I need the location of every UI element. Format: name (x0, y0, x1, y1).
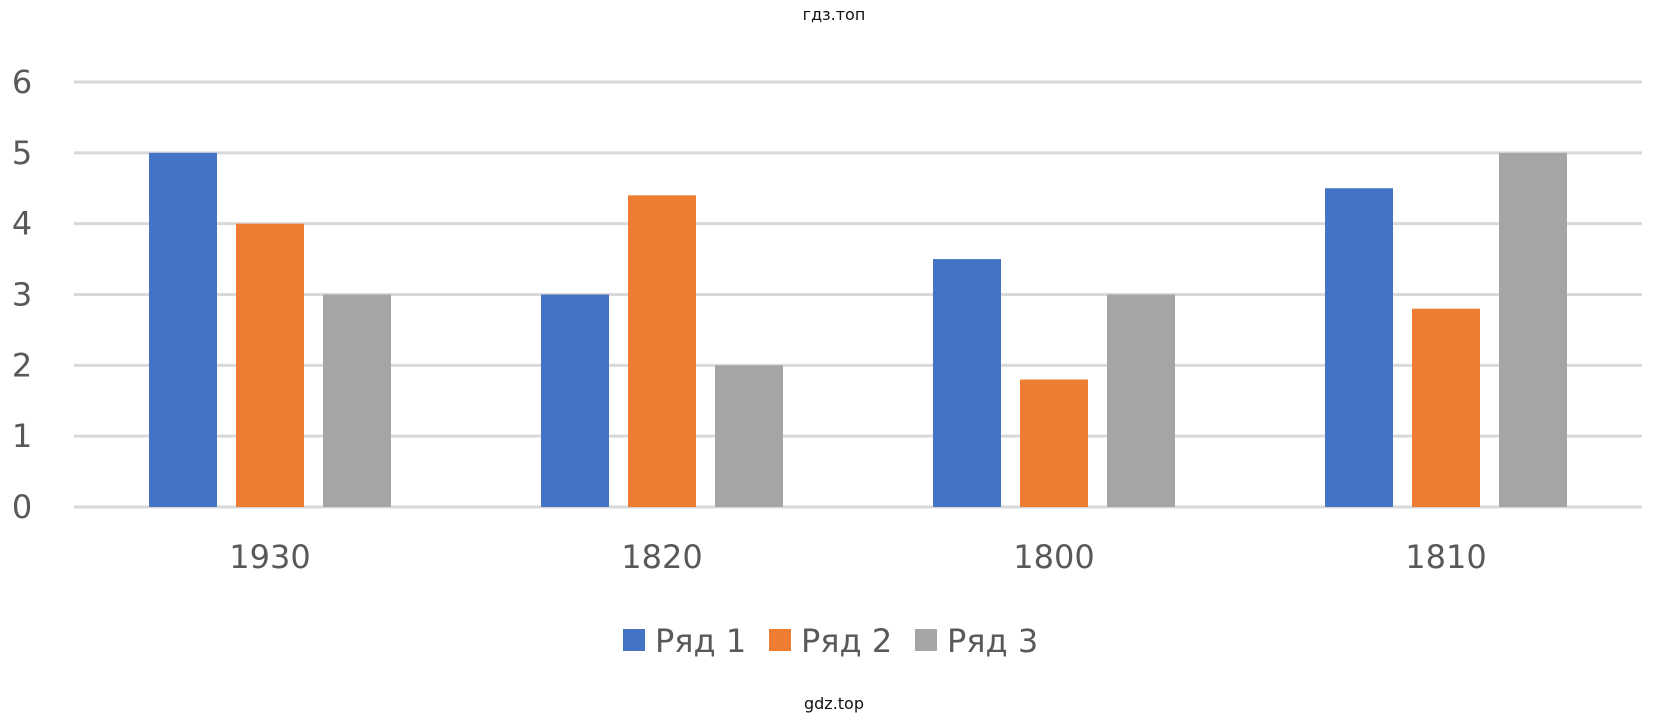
x-tick-label: 1820 (621, 538, 702, 576)
watermark-bottom: gdz.top (803, 694, 864, 713)
y-axis-tick-labels: 0 1 2 3 4 5 6 (12, 63, 32, 526)
bar-1-1810 (1325, 188, 1393, 507)
bar-1-1930 (149, 152, 217, 508)
legend-label: Ряд 2 (801, 622, 892, 660)
y-tick-label: 6 (12, 63, 32, 101)
bar-1-1820 (541, 294, 609, 507)
y-tick-label: 2 (12, 346, 32, 384)
y-tick-label: 4 (12, 205, 32, 243)
bar-1-1800 (933, 259, 1001, 507)
x-tick-label: 1800 (1013, 538, 1094, 576)
x-tick-label: 1810 (1405, 538, 1486, 576)
y-tick-label: 5 (12, 134, 32, 172)
bar-3-1820 (715, 365, 783, 507)
legend-swatch (769, 629, 791, 651)
y-tick-label: 0 (12, 488, 32, 526)
bar-3-1800 (1107, 294, 1175, 507)
x-axis-tick-labels: 1930 1820 1800 1810 (229, 538, 1486, 576)
bar-3-1930 (323, 294, 391, 507)
bar-2-1800 (1020, 379, 1088, 507)
legend-swatch (623, 629, 645, 651)
bar-3-1810 (1499, 152, 1567, 508)
bars (149, 152, 1567, 508)
y-tick-label: 3 (12, 276, 32, 314)
gridlines (74, 80, 1642, 509)
legend-label: Ряд 3 (947, 622, 1038, 660)
watermark-top: гдз.топ (802, 5, 866, 24)
x-tick-label: 1930 (229, 538, 310, 576)
bar-2-1810 (1412, 308, 1480, 507)
bar-2-1930 (236, 223, 304, 507)
legend: Ряд 1 Ряд 2 Ряд 3 (623, 622, 1038, 660)
legend-label: Ряд 1 (655, 622, 746, 660)
legend-swatch (915, 629, 937, 651)
y-tick-label: 1 (12, 417, 32, 455)
bar-2-1820 (628, 195, 696, 508)
